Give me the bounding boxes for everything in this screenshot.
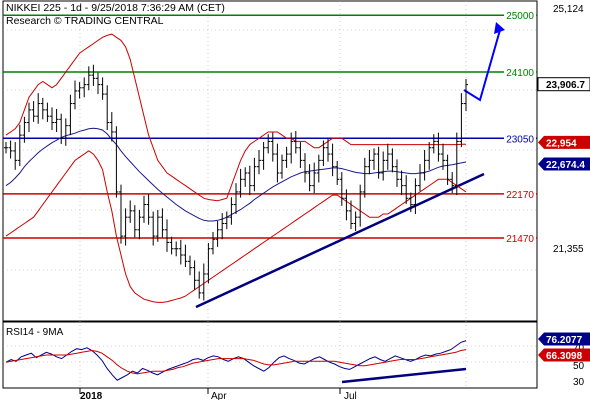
rsi-badge: 76.2077 [546,335,583,346]
support-level-label: 22170 [506,190,534,201]
upper-band-line [5,33,466,202]
rsi-series [5,340,467,381]
rsi-ma-badge-bg [538,348,590,362]
upper-band-badge-bg [538,135,590,149]
rsi-tick-label: 30 [573,377,585,388]
moving-average-badge: 22,674.4 [546,160,585,171]
level-label-bg [504,231,536,244]
projection-arrow [463,29,501,102]
moving-average-badge-bg [538,157,590,171]
level-label-bg [504,65,536,78]
price-bars [4,64,468,301]
rsi-trend-line [341,367,467,384]
uptrend-line [195,172,485,309]
projection-arrowhead [494,22,505,34]
chart-title: NIKKEI 225 - 1d - 9/25/2018 7:36:29 AM (… [6,2,225,14]
support-level-label: 21470 [506,234,534,245]
x-tick-label: Jul [344,391,357,400]
chart-subtitle: Research © TRADING CENTRAL [6,15,164,27]
upper-band-badge: 22,954 [546,138,577,149]
rsi-ma-line [5,349,467,375]
y-tick-label: 25,124 [553,4,584,15]
lower-band-line [5,150,467,303]
x-axis: 2018 Apr Jul [79,388,357,402]
price-badge-bg [538,77,590,91]
value-badges: 23,906.7 22,954 22,674.4 76.2077 66.3098 [537,77,590,362]
x-tick-label: Apr [211,391,227,400]
rsi-tick-label: 50 [573,361,585,372]
rsi-title: RSI14 - 9MA [6,327,64,338]
pivot-level-label: 23050 [506,134,534,145]
rsi-panel-frame [2,321,538,389]
rsi-ma-badge: 66.3098 [546,351,583,362]
trendlines [195,22,505,384]
price-badge-border [537,77,590,92]
y-axis: 25,124 21,355 70 50 30 [553,4,585,388]
level-label-bg [504,186,536,200]
level-label-bg [504,131,536,145]
resistance-level-label: 24100 [506,68,534,79]
rsi-line [5,340,467,381]
x-tick-label: 2018 [80,391,103,400]
grid [3,1,537,388]
y-tick-label: 21,355 [553,244,584,255]
resistance-level-label: 25000 [506,11,534,22]
level-labels: 25000 24100 23050 22170 21470 [504,8,536,245]
price-badge: 23,906.7 [546,80,585,91]
rsi-badge-bg [538,332,590,346]
level-label-bg [504,8,536,22]
